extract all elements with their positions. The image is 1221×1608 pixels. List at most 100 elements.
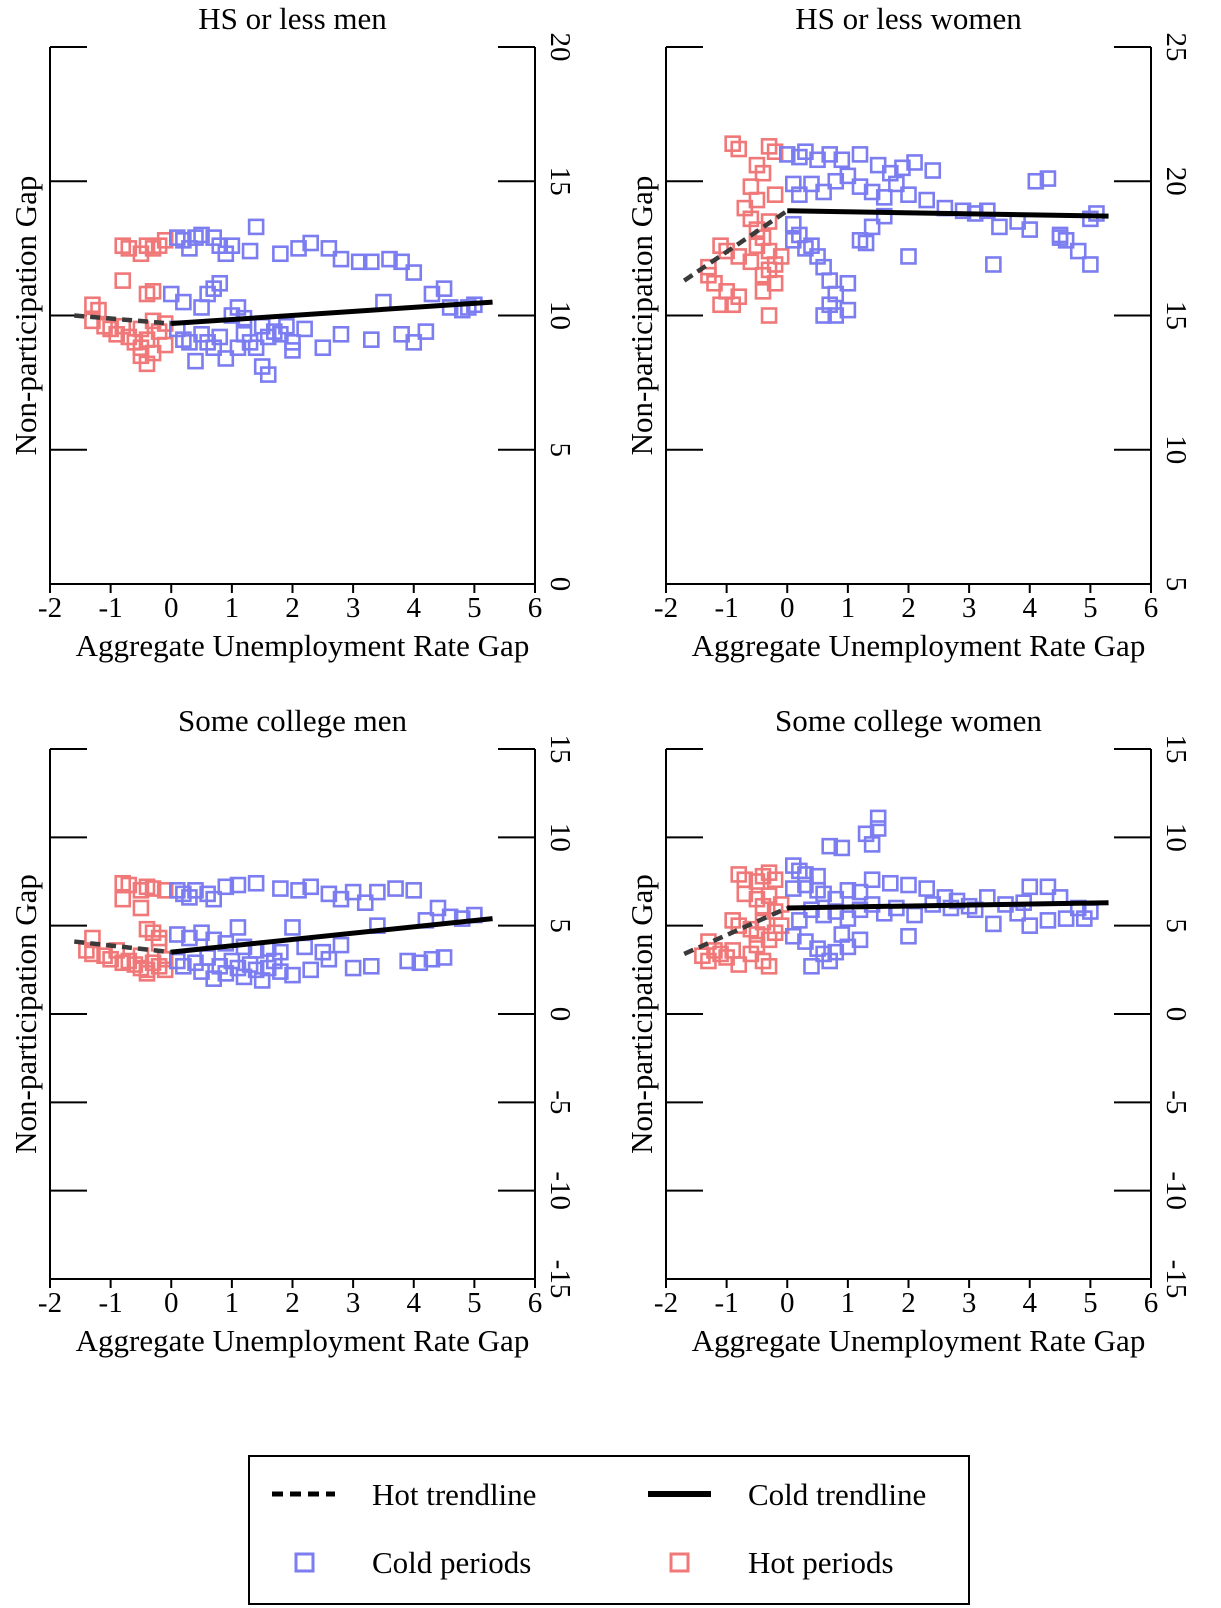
y-axis-label: Non-participation Gap [8, 176, 43, 456]
cold-period-point [217, 350, 235, 367]
cold-period-point [863, 218, 881, 236]
x-tick-label: 5 [467, 592, 482, 624]
cold-trendline [787, 208, 1109, 219]
hot-period-point [718, 242, 735, 260]
cold-period-point [894, 159, 911, 177]
cold-period-point [211, 328, 229, 346]
x-axis-label: Aggregate Unemployment Rate Gap [76, 628, 530, 663]
cold-period-point [839, 167, 857, 185]
x-tick-label: -2 [38, 592, 62, 624]
cold-trendline [787, 900, 1109, 911]
hot-period-point [736, 885, 754, 903]
x-tick-label: 6 [1144, 592, 1159, 624]
cold-period-point [954, 202, 972, 220]
cold-period-point [851, 146, 869, 163]
cold-period-point [785, 927, 802, 945]
x-tick-label: 4 [1023, 592, 1038, 624]
x-tick-label: 6 [528, 592, 543, 624]
cold-period-point [839, 301, 857, 319]
hot-period-point [156, 232, 174, 249]
cold-period-point [369, 883, 386, 901]
cold-period-point [827, 307, 845, 324]
y-tick-label: -15 [1160, 1260, 1192, 1299]
cold-period-point [863, 183, 881, 201]
hot-period-point [700, 952, 717, 970]
x-tick-label: -2 [654, 1287, 678, 1319]
cold-period-point [809, 151, 826, 169]
cold-period-point [393, 253, 410, 271]
cold-period-point [827, 943, 845, 961]
cold-period-point [193, 299, 210, 316]
cold-period-point [900, 876, 917, 894]
cold-period-point [175, 293, 192, 311]
y-tick-label: 0 [544, 577, 576, 592]
x-tick-label: 4 [407, 1287, 422, 1319]
x-tick-label: -2 [654, 592, 678, 624]
cold-period-point [229, 876, 247, 894]
cold-period-point [332, 936, 350, 954]
cold-period-point [875, 189, 893, 206]
x-tick-label: 5 [1083, 1287, 1098, 1319]
cold-period-point [1069, 242, 1087, 260]
cold-period-point [827, 172, 845, 190]
scatter-points [700, 135, 1105, 324]
cold-period-point [815, 183, 832, 201]
y-tick-label: 10 [1160, 823, 1192, 852]
panel-title: HS or less men [198, 1, 387, 36]
cold-period-point [290, 882, 307, 899]
cold-period-point [900, 927, 917, 945]
cold-period-point [211, 274, 229, 292]
hot-period-point [760, 957, 778, 975]
cold-period-point [284, 919, 301, 936]
hot-period-point [114, 272, 132, 289]
hot-trendline [74, 939, 172, 955]
hot-trendline [683, 905, 789, 956]
cold-period-point [821, 272, 838, 289]
x-tick-label: 4 [1023, 1287, 1038, 1319]
cold-period-point [821, 837, 838, 855]
cold-period-point [302, 234, 319, 252]
x-tick-label: 1 [225, 592, 240, 624]
cold-period-point [924, 162, 942, 179]
cold-period-point [857, 234, 875, 252]
x-tick-label: 5 [467, 1287, 482, 1319]
x-tick-label: 0 [780, 1287, 795, 1319]
cold-period-point [863, 836, 881, 853]
cold-period-point [302, 961, 319, 979]
cold-period-point [839, 274, 857, 292]
cold-period-point [1039, 878, 1057, 896]
hot-period-point [742, 178, 760, 195]
cold-period-point [284, 966, 301, 984]
cold-period-point [350, 253, 368, 271]
hot-period-point [730, 956, 748, 973]
x-tick-label: 2 [901, 1287, 916, 1319]
cold-period-point [429, 899, 447, 917]
y-axis-label: Non-participation Gap [624, 176, 659, 456]
hot-period-point [748, 936, 766, 954]
x-tick-label: 6 [528, 1287, 543, 1319]
cold-period-point [900, 248, 917, 265]
hot-period-point [772, 248, 790, 265]
x-tick-label: 0 [164, 592, 179, 624]
hot-period-point [754, 164, 772, 182]
hot-period-point [144, 283, 162, 300]
cold-period-point [851, 901, 869, 919]
cold-trendline [171, 299, 493, 327]
cold-period-point [381, 250, 398, 268]
x-tick-label: 5 [1083, 592, 1098, 624]
cold-period-point [833, 839, 851, 857]
cold-period-point [985, 915, 1002, 933]
cold-period-point [1021, 917, 1039, 934]
cold-period-point [851, 883, 869, 901]
hot-period-point [132, 899, 150, 917]
cold-period-point [851, 931, 869, 949]
cold-period-point [332, 250, 350, 268]
x-tick-label: -1 [99, 1287, 123, 1319]
x-tick-label: 1 [225, 1287, 240, 1319]
hot-period-point [766, 143, 784, 161]
legend: Hot trendline Cold trendline Cold period… [248, 1455, 970, 1605]
x-tick-label: 3 [346, 1287, 361, 1319]
cold-period-point [223, 237, 241, 254]
x-axis-label: Aggregate Unemployment Rate Gap [76, 1323, 530, 1358]
cold-period-point [314, 339, 332, 357]
